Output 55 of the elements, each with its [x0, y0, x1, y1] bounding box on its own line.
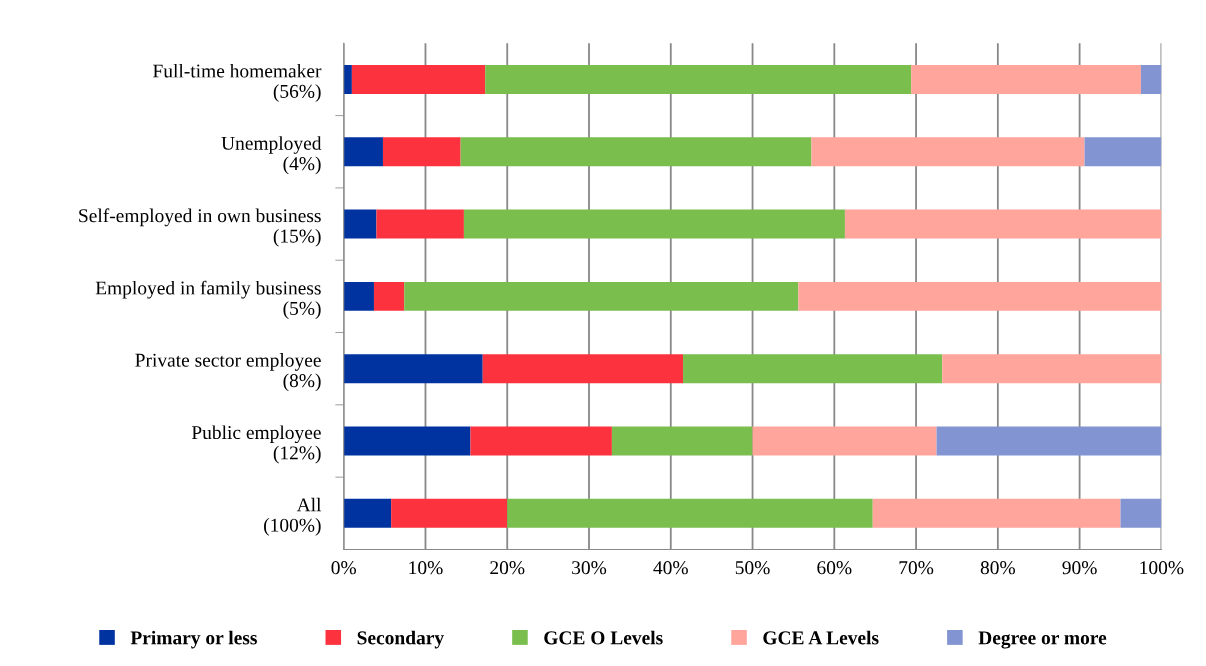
- bar: [752, 426, 937, 456]
- bar: [391, 498, 508, 528]
- y-tick-label: Private sector employee (8%): [135, 353, 321, 392]
- legend-label: GCE O Levels: [544, 630, 663, 645]
- x-tick-label: 80%: [980, 561, 1015, 575]
- bar: [343, 354, 483, 384]
- bar: [911, 64, 1141, 94]
- bar: [376, 209, 464, 239]
- bar: [343, 281, 374, 311]
- bar: [872, 498, 1121, 528]
- bar: [382, 137, 461, 167]
- bar: [611, 426, 753, 456]
- bar: [683, 354, 943, 384]
- bar: [343, 209, 377, 239]
- x-tick-label: 30%: [572, 561, 607, 575]
- bar: [485, 64, 912, 94]
- bar: [404, 281, 799, 311]
- y-tick-label: All (100%): [264, 497, 322, 536]
- bar: [811, 137, 1085, 167]
- bar: [373, 281, 405, 311]
- y-tick-label: Employed in family business (5%): [95, 280, 321, 319]
- y-tick-label: Full-time homemaker (56%): [153, 63, 322, 102]
- x-tick-label: 40%: [653, 561, 688, 575]
- x-tick-label: 10%: [409, 561, 443, 575]
- bar: [470, 426, 612, 456]
- x-tick-label: 20%: [490, 561, 525, 575]
- bar: [351, 64, 486, 94]
- x-tick-label: 100%: [1140, 561, 1184, 575]
- bar: [343, 426, 471, 456]
- bar: [482, 354, 684, 384]
- bar: [460, 137, 812, 167]
- bar: [798, 281, 1162, 311]
- bar: [343, 64, 352, 94]
- y-tick-label: Self-employed in own business (15%): [79, 208, 321, 247]
- bar: [936, 426, 1162, 456]
- bar: [942, 354, 1162, 384]
- bar: [1140, 64, 1162, 94]
- legend-label: GCE A Levels: [763, 630, 879, 645]
- x-tick-label: 0%: [331, 561, 357, 575]
- x-tick-label: 60%: [817, 561, 852, 575]
- y-tick-label: Unemployed (4%): [221, 136, 322, 175]
- y-tick-label: Public employee (12%): [191, 425, 321, 464]
- legend-label: Secondary: [357, 630, 444, 649]
- x-tick-label: 70%: [899, 561, 934, 575]
- legend-label: Degree or more: [978, 631, 1107, 649]
- legend-label: Primary or less: [130, 630, 257, 649]
- bar: [1084, 137, 1162, 167]
- bar: [1120, 498, 1162, 528]
- bar: [343, 137, 383, 167]
- bar: [343, 498, 392, 528]
- bar: [844, 209, 1162, 239]
- x-tick-label: 50%: [735, 561, 770, 575]
- bar: [463, 209, 845, 239]
- x-tick-label: 90%: [1062, 561, 1097, 575]
- bar: [507, 498, 873, 528]
